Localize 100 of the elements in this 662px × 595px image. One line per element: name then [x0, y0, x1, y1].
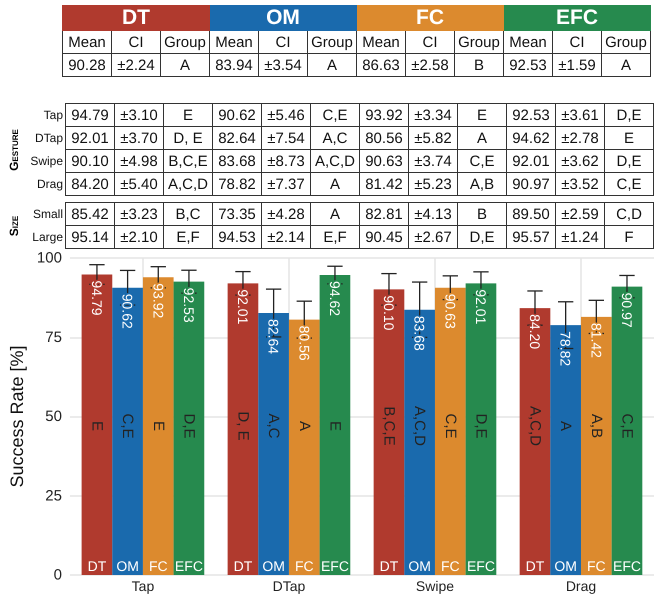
- data-label: 94.62: [326, 281, 343, 316]
- text: ±4.28: [262, 202, 310, 226]
- data-label: 93.92: [150, 283, 166, 319]
- text: F: [604, 226, 654, 248]
- text: ±5.46: [262, 104, 310, 126]
- text: DTap: [34, 130, 64, 147]
- text: Drag: [36, 176, 64, 193]
- bar: [520, 308, 550, 575]
- data-label: 84.20: [526, 314, 543, 350]
- y-tick-label: 100: [36, 250, 62, 266]
- text: ±4.13: [408, 202, 458, 226]
- bar: [174, 282, 204, 575]
- text: D, E: [164, 126, 212, 150]
- data-label: 90.63: [442, 294, 458, 329]
- annotation: E: [150, 421, 167, 432]
- bar: [228, 283, 258, 575]
- text: Tap: [42, 107, 64, 124]
- text: 94.62: [506, 126, 556, 150]
- text: Mean: [356, 30, 406, 54]
- data-label: 92.01: [234, 289, 251, 325]
- text: B,C,E: [164, 150, 212, 172]
- text: EFC: [466, 558, 495, 574]
- bar: [288, 320, 320, 575]
- text: ±2.14: [262, 226, 310, 248]
- text: 95.57: [506, 226, 556, 248]
- bar: [258, 313, 289, 575]
- annotation: E: [88, 421, 106, 432]
- y-tick-label: 50: [45, 408, 62, 425]
- text: ±8.73: [262, 150, 310, 172]
- text: ±2.10: [114, 226, 164, 248]
- text: ±4.98: [114, 150, 164, 172]
- text: ±2.78: [556, 126, 604, 150]
- text: 92.01: [66, 126, 114, 150]
- bar: [612, 286, 642, 575]
- text: ±3.34: [408, 104, 458, 126]
- text: FC: [294, 558, 314, 574]
- text: 95.14: [66, 226, 114, 248]
- text: 81.42: [360, 172, 408, 196]
- annotation: D, E: [234, 411, 252, 441]
- text: 83.68: [212, 150, 262, 172]
- text: A: [160, 54, 210, 76]
- bar: [580, 316, 612, 575]
- text: 90.45: [360, 226, 408, 248]
- annotation: A: [296, 421, 313, 432]
- series-label: FC: [148, 558, 168, 574]
- text: 94.53: [212, 226, 262, 248]
- x-tick-label: DTap: [272, 578, 306, 594]
- text: D,E: [458, 226, 506, 248]
- text: A: [308, 54, 356, 76]
- text: CI: [258, 30, 308, 54]
- text: ±3.54: [258, 54, 308, 76]
- annotation: C,E: [442, 414, 459, 439]
- text: E: [164, 104, 212, 126]
- text: 92.53: [504, 54, 552, 76]
- text: FC: [440, 558, 460, 574]
- text: 89.50: [506, 202, 556, 226]
- annotation: A,C,D: [526, 406, 544, 446]
- annotation: A: [557, 421, 574, 432]
- text: 83.94: [210, 54, 258, 76]
- text: E,F: [310, 226, 360, 248]
- text: Group: [454, 30, 504, 54]
- text: ±5.82: [408, 126, 458, 150]
- text: C,E: [310, 104, 360, 126]
- text: 90.63: [360, 150, 408, 172]
- text: Size: [7, 215, 22, 236]
- text: DT: [234, 558, 252, 574]
- data-label: 78.82: [558, 331, 574, 366]
- text: A,C,D: [164, 172, 212, 196]
- text: ±7.37: [262, 172, 310, 196]
- series-label: DT: [88, 558, 107, 574]
- text: EFC: [612, 558, 641, 574]
- text: 82.64: [212, 126, 262, 150]
- text: E: [604, 126, 654, 150]
- text: ±2.59: [556, 202, 604, 226]
- bar: [82, 274, 112, 575]
- text: DT: [526, 558, 544, 574]
- data-label: 83.68: [412, 316, 428, 351]
- text: OM: [262, 558, 285, 574]
- text: CI: [406, 30, 454, 54]
- text: A,C: [310, 126, 360, 150]
- text: 80.56: [360, 126, 408, 150]
- x-tick-label: Tap: [132, 578, 154, 594]
- text: C,D: [604, 202, 654, 226]
- text: Swipe: [30, 153, 64, 170]
- annotation: C,E: [618, 414, 636, 439]
- text: ±3.74: [408, 150, 458, 172]
- bar: [466, 283, 496, 575]
- data-label: 82.64: [266, 319, 282, 354]
- text: ±3.23: [114, 202, 164, 226]
- text: ±2.67: [408, 226, 458, 248]
- text: ±1.59: [552, 54, 602, 76]
- text: Group: [602, 30, 650, 54]
- annotation: A,C,D: [411, 406, 428, 446]
- text: Mean: [210, 30, 258, 54]
- text: OM: [210, 6, 356, 30]
- text: ±3.70: [114, 126, 164, 150]
- data-label: 81.42: [588, 322, 604, 358]
- text: CI: [112, 30, 160, 54]
- bar: [142, 277, 174, 575]
- annotation: C,E: [119, 414, 136, 439]
